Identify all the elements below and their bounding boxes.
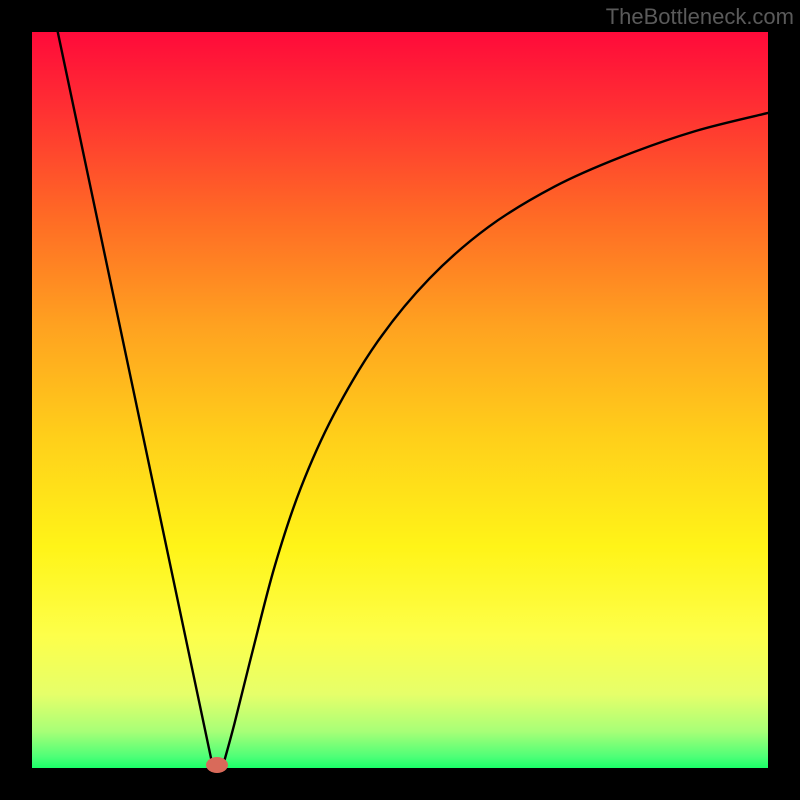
bottleneck-marker bbox=[206, 757, 228, 773]
curve-right-branch bbox=[223, 113, 768, 764]
curve-layer bbox=[0, 0, 800, 800]
watermark-text: TheBottleneck.com bbox=[606, 4, 794, 30]
curve-left-branch bbox=[58, 32, 213, 764]
chart-container: TheBottleneck.com bbox=[0, 0, 800, 800]
